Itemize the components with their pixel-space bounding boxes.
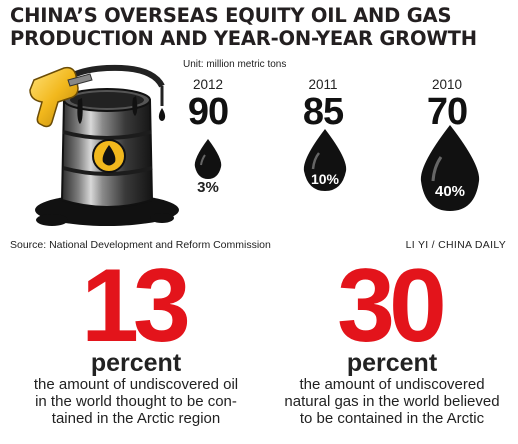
- oil-drop-icon: [303, 129, 347, 191]
- year-column: 2011 85: [298, 77, 348, 131]
- stat-number: 13: [81, 248, 191, 364]
- stat-word: percent: [346, 349, 438, 377]
- growth-drop-2011: 10%: [298, 127, 352, 195]
- year-label: 2010: [431, 77, 463, 92]
- source-note: Source: National Development and Reform …: [10, 239, 271, 251]
- growth-label: 10%: [310, 171, 340, 187]
- oil-drop-icon: [194, 139, 222, 179]
- production-value: 70: [426, 91, 468, 133]
- fuel-nozzle: [29, 66, 79, 128]
- production-value: 85: [302, 91, 344, 133]
- stat-description-line: the amount of undiscovered oil: [33, 376, 239, 393]
- production-value: 90: [187, 91, 229, 133]
- stat-number: 30: [337, 248, 447, 364]
- credit-line: LI YI / CHINA DAILY: [405, 239, 506, 251]
- growth-label: 40%: [434, 183, 466, 200]
- stat-description-line: in the world thought to be con-: [35, 393, 237, 410]
- unit-label: Unit: million metric tons: [183, 59, 287, 70]
- title-line-2: PRODUCTION AND YEAR-ON-YEAR GROWTH: [10, 27, 477, 50]
- year-label: 2011: [308, 77, 338, 92]
- stat-block: 30 percent the amount of undiscovered na…: [270, 254, 514, 427]
- stat-word: percent: [90, 349, 182, 377]
- chart-title: CHINA’S OVERSEAS EQUITY OIL AND GAS PROD…: [10, 4, 510, 50]
- year-column: 2012 90: [183, 77, 233, 131]
- oil-drop-icon: [420, 125, 480, 211]
- stat-description: the amount of undiscovered natural gas i…: [270, 376, 514, 427]
- stat-description-line: natural gas in the world believed: [284, 393, 500, 410]
- growth-drop-2012: 3%: [189, 137, 227, 207]
- stat-description: the amount of undiscovered oil in the wo…: [10, 376, 262, 427]
- year-label: 2012: [192, 77, 224, 92]
- stat-description-line: to be contained in the Arctic: [299, 410, 485, 427]
- title-line-1: CHINA’S OVERSEAS EQUITY OIL AND GAS: [10, 4, 452, 27]
- stat-description-line: tained in the Arctic region: [51, 410, 221, 427]
- growth-drop-2010: 40%: [415, 123, 485, 215]
- stat-description-line: the amount of undiscovered: [299, 376, 485, 393]
- stat-block: 13 percent the amount of undiscovered oi…: [10, 254, 262, 427]
- oil-barrel-illustration: [29, 64, 179, 226]
- year-column: 2010 70: [419, 77, 475, 131]
- growth-label: 3%: [197, 179, 219, 196]
- oil-drip: [158, 108, 166, 121]
